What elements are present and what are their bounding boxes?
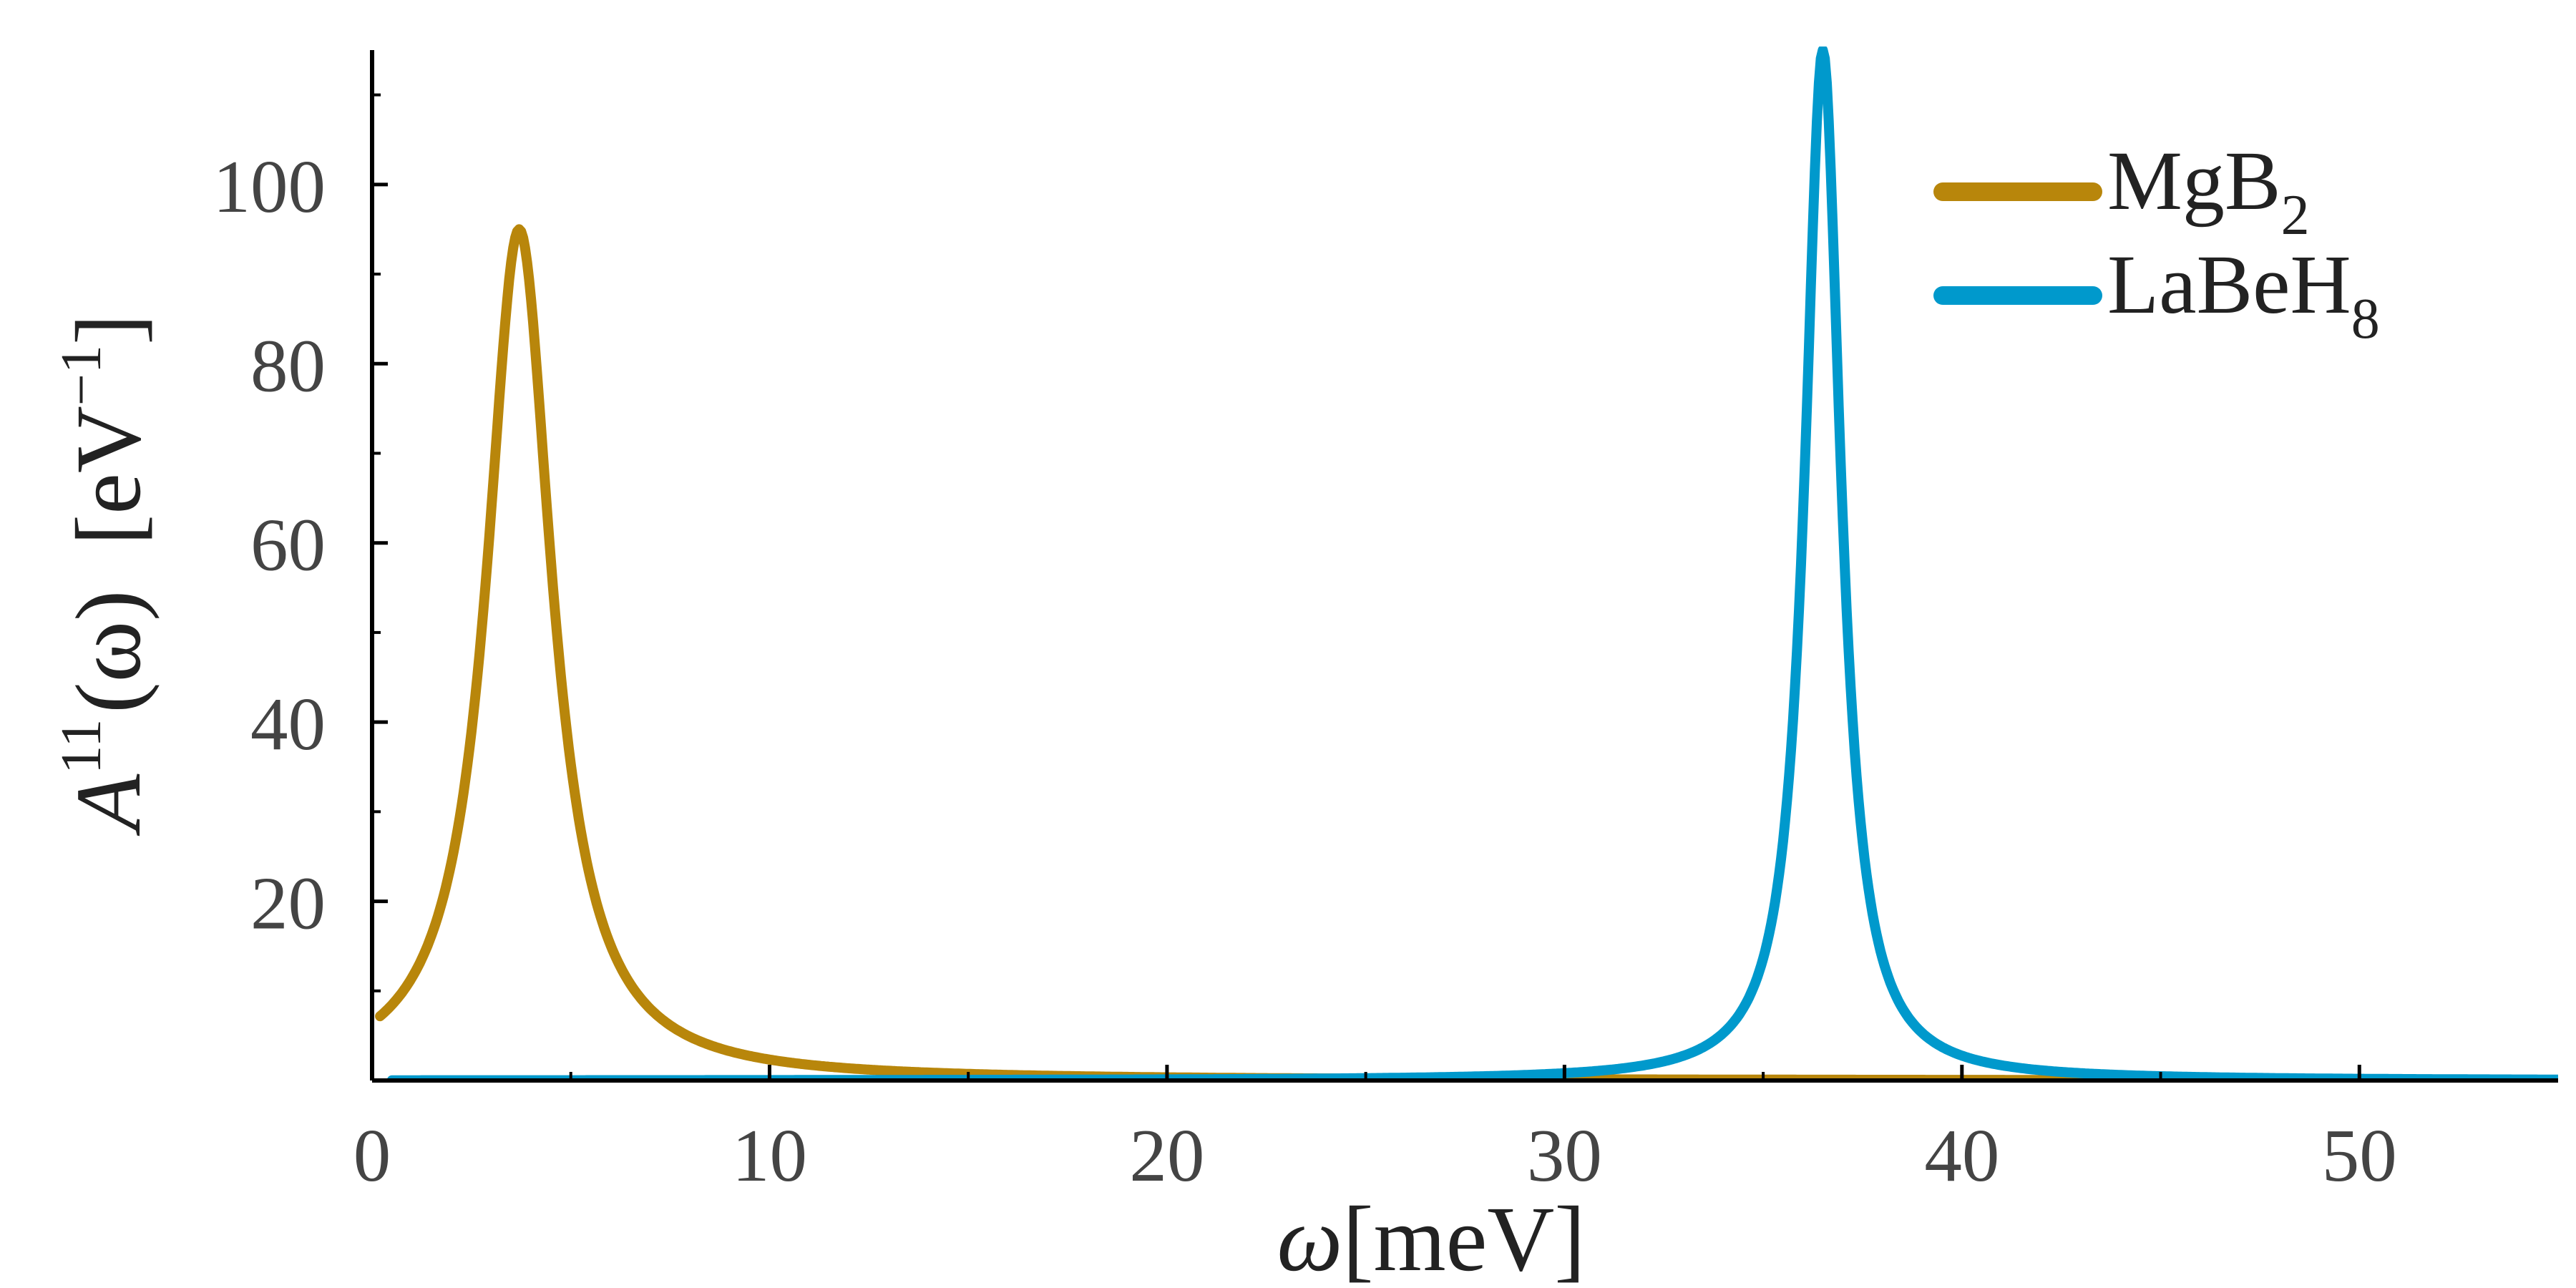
- x-tick-label: 0: [353, 1113, 391, 1197]
- x-tick-label: 30: [1527, 1113, 1602, 1197]
- legend-label-labeh8-subscript: 8: [2351, 288, 2380, 351]
- x-tick-label: 10: [732, 1113, 807, 1197]
- y-axis-title-superscript: 11: [50, 719, 113, 774]
- x-axis-title: ω[meV]: [1277, 1188, 1585, 1288]
- legend-label-mgb2-subscript: 2: [2281, 184, 2310, 247]
- y-tick-label: 40: [250, 682, 326, 766]
- y-tick-label: 20: [250, 862, 326, 945]
- legend-label-mgb2: MgB2: [2107, 134, 2310, 247]
- x-tick-label: 20: [1129, 1113, 1204, 1197]
- y-axis-title-unit-superscript: −1: [50, 345, 113, 406]
- legend: MgB2 LaBeH8: [1933, 134, 2380, 351]
- x-axis-title-unit: [meV]: [1342, 1188, 1585, 1288]
- y-axis-title-symbol: A: [57, 774, 160, 836]
- axes-layer: [370, 50, 2558, 1083]
- y-axis-title: A11 (ω) [eV−1]: [50, 314, 160, 836]
- x-axis-title-symbol: ω: [1277, 1188, 1342, 1288]
- x-tick-label: 50: [2322, 1113, 2397, 1197]
- y-axis-title-argument: (ω): [57, 590, 160, 713]
- ticks-layer: 0 10 20 30 40 50 20 40 60 80 100: [213, 93, 2397, 1197]
- legend-label-labeh8-text: LaBeH: [2107, 238, 2351, 331]
- x-tick-label: 40: [1924, 1113, 1999, 1197]
- y-tick-label: 100: [213, 145, 326, 228]
- y-tick-label: 60: [250, 503, 326, 587]
- y-tick-label: 80: [250, 323, 326, 407]
- svg-text:A11(ω) [eV−1]: A11 (ω) [eV−1]: [50, 314, 160, 836]
- y-axis-title-unit: [eV: [57, 406, 160, 545]
- legend-label-labeh8: LaBeH8: [2107, 238, 2380, 351]
- y-axis-title-unit-close: ]: [57, 314, 160, 345]
- series-line-0: [375, 224, 2558, 1080]
- legend-label-mgb2-text: MgB: [2107, 134, 2281, 228]
